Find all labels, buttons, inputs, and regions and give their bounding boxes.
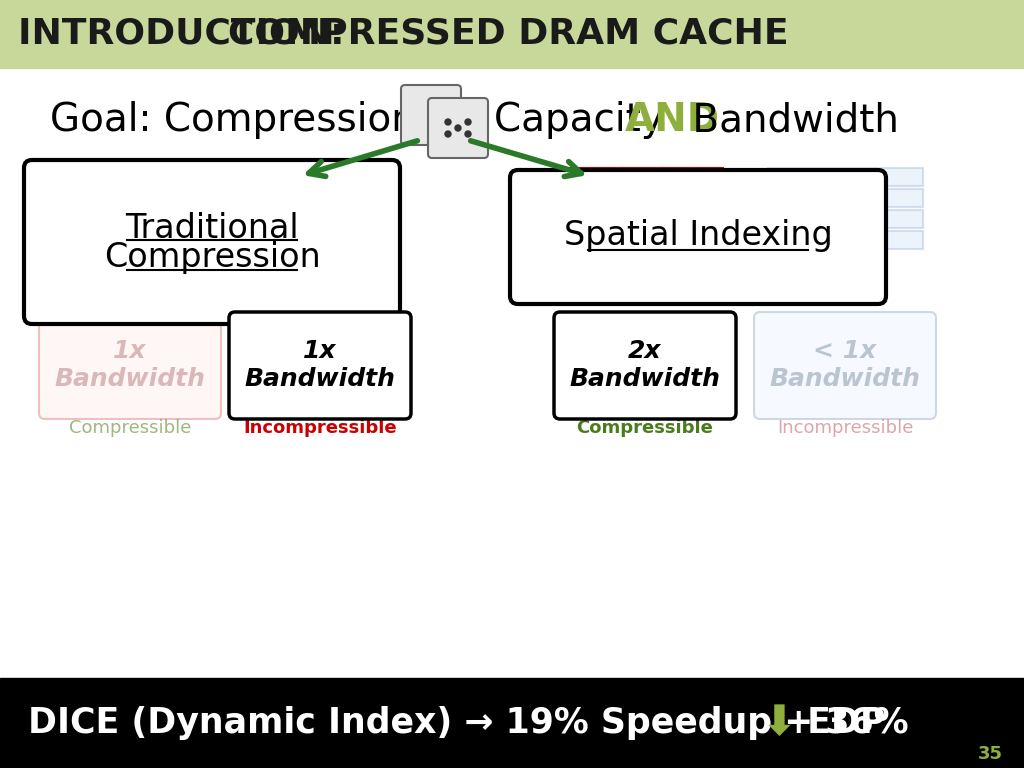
FancyBboxPatch shape [229,312,411,419]
Circle shape [465,119,471,125]
Text: Goal: Compression for Capacity: Goal: Compression for Capacity [50,101,676,139]
FancyBboxPatch shape [39,312,221,419]
Text: COMPRESSED DRAM CACHE: COMPRESSED DRAM CACHE [228,17,788,51]
FancyBboxPatch shape [623,210,663,228]
Circle shape [445,119,451,125]
FancyBboxPatch shape [52,231,208,249]
FancyBboxPatch shape [567,231,723,249]
FancyBboxPatch shape [567,189,723,207]
Text: 1x
Bandwidth: 1x Bandwidth [245,339,395,391]
Bar [0,0,1024,68]
FancyBboxPatch shape [692,168,723,186]
Text: Compressible: Compressible [577,419,714,437]
FancyBboxPatch shape [428,98,488,158]
Text: Traditional: Traditional [125,211,299,244]
Text: Compression: Compression [103,241,321,274]
Text: Incompressible: Incompressible [777,419,913,437]
Circle shape [465,131,471,137]
Text: Bandwidth: Bandwidth [680,101,899,139]
FancyBboxPatch shape [52,189,208,207]
Circle shape [445,131,451,137]
FancyBboxPatch shape [243,168,397,186]
Text: 2x
Bandwidth: 2x Bandwidth [569,339,721,391]
FancyBboxPatch shape [510,170,886,304]
Text: 35: 35 [978,745,1002,763]
FancyBboxPatch shape [768,189,923,207]
Text: EDP: EDP [795,706,886,740]
FancyBboxPatch shape [243,231,397,249]
FancyBboxPatch shape [768,210,923,228]
Circle shape [455,125,461,131]
Bar [0,678,1024,768]
FancyBboxPatch shape [567,168,623,186]
FancyBboxPatch shape [24,160,400,324]
FancyBboxPatch shape [663,210,723,228]
FancyBboxPatch shape [52,168,208,186]
FancyBboxPatch shape [401,85,461,145]
FancyBboxPatch shape [768,231,923,249]
Text: ⬇: ⬇ [762,702,797,744]
Text: Spatial Indexing: Spatial Indexing [563,220,833,253]
Text: Compressible: Compressible [69,419,191,437]
FancyBboxPatch shape [243,210,397,228]
Text: Incompressible: Incompressible [243,419,397,437]
Text: DICE (Dynamic Index) → 19% Speedup + 36%: DICE (Dynamic Index) → 19% Speedup + 36% [28,706,908,740]
Text: 1x
Bandwidth: 1x Bandwidth [54,339,206,391]
Text: AND: AND [625,101,720,139]
FancyBboxPatch shape [663,168,692,186]
FancyBboxPatch shape [754,312,936,419]
FancyBboxPatch shape [623,168,663,186]
FancyBboxPatch shape [52,210,208,228]
FancyBboxPatch shape [243,189,397,207]
FancyBboxPatch shape [768,168,923,186]
Text: INTRODUCTION:: INTRODUCTION: [18,17,357,51]
FancyBboxPatch shape [567,210,623,228]
FancyBboxPatch shape [554,312,736,419]
Text: < 1x
Bandwidth: < 1x Bandwidth [770,339,921,391]
